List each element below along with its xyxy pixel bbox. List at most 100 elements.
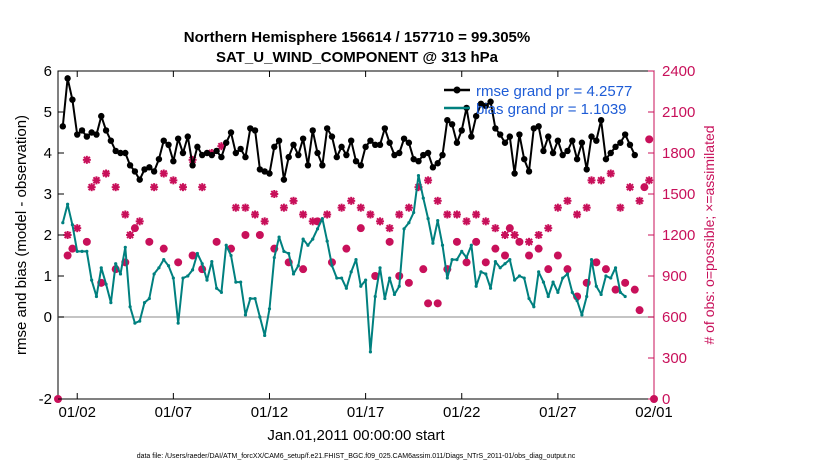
y-right-tick-label: 900 bbox=[662, 268, 687, 285]
obs-assimilated-point bbox=[159, 169, 168, 178]
bias-point bbox=[532, 305, 536, 309]
bias-point bbox=[123, 245, 127, 249]
obs-assimilated-stroke bbox=[554, 203, 562, 212]
obs-assimilated-point bbox=[289, 196, 298, 205]
rmse-point bbox=[631, 151, 638, 159]
bias-point bbox=[282, 249, 286, 253]
plot-area bbox=[57, 70, 655, 400]
rmse-point bbox=[247, 125, 254, 132]
obs-assimilated-stroke bbox=[462, 217, 471, 226]
rmse-point bbox=[333, 153, 340, 161]
obs-assimilated-point bbox=[102, 169, 111, 178]
x-tick-label: 01/12 bbox=[251, 404, 289, 421]
rmse-point bbox=[213, 147, 220, 155]
obs-assimilated-stroke bbox=[376, 217, 384, 226]
bias-point bbox=[450, 258, 454, 262]
rmse-point bbox=[496, 131, 504, 138]
obs-assimilated-stroke bbox=[424, 176, 432, 185]
obs-assimilated-stroke bbox=[126, 231, 134, 239]
obs-possible-point bbox=[188, 251, 197, 260]
legend-bias-label: bias grand pr = 1.1039 bbox=[476, 101, 627, 118]
bias-point bbox=[551, 280, 555, 284]
bias-point bbox=[455, 258, 459, 262]
obs-assimilated-stroke bbox=[482, 217, 490, 226]
obs-assimilated-point bbox=[135, 217, 144, 226]
rmse-point bbox=[477, 100, 485, 108]
obs-assimilated-stroke bbox=[534, 231, 543, 239]
rmse-point bbox=[251, 127, 259, 134]
rmse-point bbox=[381, 125, 389, 132]
x-axis-label: Jan.01,2011 00:00:00 start bbox=[267, 427, 445, 444]
obs-assimilated-stroke bbox=[121, 210, 129, 219]
bias-point bbox=[412, 210, 416, 215]
obs-possible-point bbox=[553, 251, 562, 260]
obs-possible-point bbox=[501, 251, 509, 260]
obs-assimilated-stroke bbox=[501, 231, 509, 239]
obs-assimilated-point bbox=[251, 210, 260, 219]
y-right-tick-label: 1800 bbox=[662, 145, 695, 162]
obs-assimilated-stroke bbox=[160, 169, 168, 178]
y-right-tick-label: 300 bbox=[662, 350, 687, 367]
rmse-point bbox=[69, 96, 76, 103]
bias-point bbox=[253, 296, 257, 301]
rmse-point bbox=[357, 162, 365, 169]
rmse-point bbox=[405, 139, 413, 146]
obs-possible-point bbox=[515, 237, 524, 246]
obs-assimilated-stroke bbox=[232, 203, 240, 212]
rmse-point bbox=[256, 166, 264, 173]
x-tick-label: 01/27 bbox=[539, 404, 577, 421]
rmse-point bbox=[424, 149, 432, 157]
bias-point bbox=[589, 258, 594, 262]
bias-point bbox=[613, 266, 618, 270]
obs-assimilated-point bbox=[260, 217, 269, 226]
bias-point bbox=[205, 278, 209, 282]
obs-possible-point bbox=[342, 244, 351, 253]
rmse-point bbox=[227, 129, 235, 136]
bias-point bbox=[354, 258, 358, 262]
obs-possible-point bbox=[68, 244, 77, 253]
obs-assimilated-point bbox=[481, 217, 490, 226]
bias-point bbox=[263, 333, 267, 338]
obs-assimilated-stroke bbox=[136, 217, 144, 226]
rmse-point bbox=[564, 147, 571, 155]
rmse-point bbox=[506, 133, 514, 140]
obs-possible-point bbox=[212, 237, 221, 246]
obs-assimilated-stroke bbox=[270, 190, 278, 198]
obs-assimilated-stroke bbox=[510, 231, 519, 239]
obs-assimilated-point bbox=[501, 231, 509, 239]
rmse-point bbox=[367, 137, 374, 144]
obs-possible-point bbox=[82, 237, 91, 246]
bias-point bbox=[388, 276, 392, 280]
bias-point bbox=[488, 286, 493, 290]
obs-assimilated-point bbox=[308, 217, 317, 226]
obs-assimilated-point bbox=[270, 190, 279, 198]
bias-point bbox=[147, 296, 151, 301]
obs-possible-point bbox=[452, 237, 461, 246]
obs-assimilated-point bbox=[452, 210, 461, 219]
rmse-point bbox=[299, 135, 307, 142]
rmse-point bbox=[516, 131, 523, 138]
rmse-point bbox=[487, 98, 494, 105]
bias-point bbox=[258, 315, 262, 319]
obs-assimilated-point bbox=[491, 224, 500, 233]
obs-assimilated-stroke bbox=[63, 231, 72, 239]
rmse-point bbox=[232, 149, 240, 157]
bias-point bbox=[440, 243, 445, 247]
rmse-point bbox=[621, 131, 629, 138]
bias-point bbox=[570, 290, 574, 294]
obs-assimilated-point bbox=[433, 196, 442, 205]
bias-point bbox=[190, 268, 195, 272]
obs-assimilated-stroke bbox=[337, 203, 346, 212]
rmse-point bbox=[275, 137, 283, 144]
bias-point bbox=[171, 276, 175, 280]
bias-point bbox=[517, 274, 522, 278]
obs-assimilated-point bbox=[424, 176, 433, 185]
bias-point bbox=[479, 270, 483, 274]
rmse-point bbox=[112, 147, 119, 155]
bias-point bbox=[99, 266, 103, 270]
rmse-point bbox=[314, 149, 321, 157]
obs-assimilated-point bbox=[606, 169, 615, 178]
obs-assimilated-point bbox=[635, 196, 644, 205]
bias-point bbox=[186, 274, 190, 278]
